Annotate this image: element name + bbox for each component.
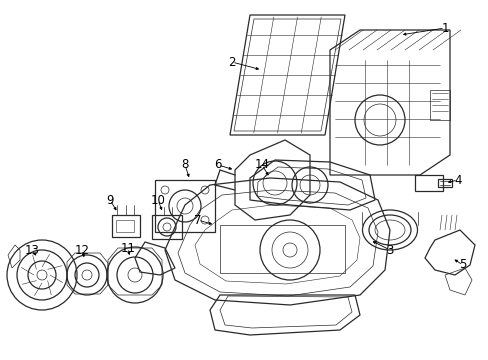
Text: 10: 10 — [150, 194, 165, 207]
Text: 11: 11 — [120, 242, 135, 255]
Text: 1: 1 — [440, 22, 448, 35]
Bar — [414, 175, 442, 191]
Bar — [152, 215, 182, 239]
Text: 8: 8 — [181, 158, 188, 171]
Text: 7: 7 — [194, 213, 202, 226]
Text: 14: 14 — [254, 158, 269, 171]
Text: 4: 4 — [453, 174, 461, 186]
Text: 13: 13 — [24, 243, 40, 256]
Text: 9: 9 — [106, 194, 114, 207]
Bar — [437, 179, 451, 187]
Text: 2: 2 — [228, 55, 235, 68]
Bar — [220, 225, 345, 273]
Text: 12: 12 — [74, 243, 89, 256]
Text: 6: 6 — [214, 158, 221, 171]
Bar — [155, 180, 215, 232]
Text: 3: 3 — [386, 243, 393, 256]
Bar — [116, 220, 134, 232]
Bar — [429, 90, 449, 120]
Text: 5: 5 — [458, 258, 466, 271]
Bar — [112, 215, 140, 237]
